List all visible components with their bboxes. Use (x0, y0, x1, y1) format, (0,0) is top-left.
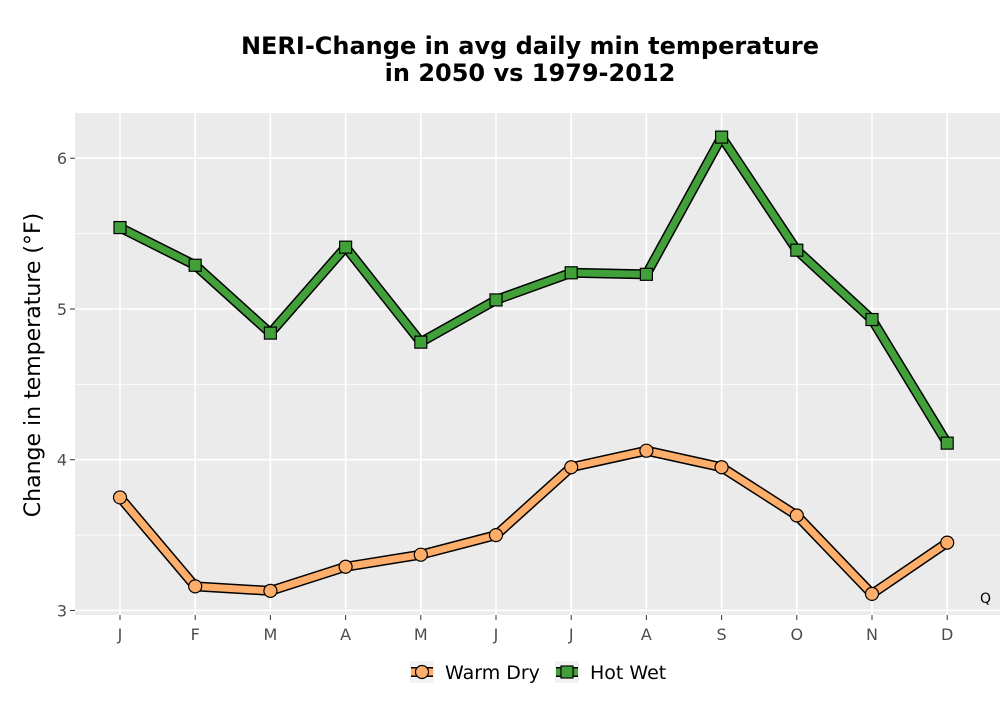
data-point-circle (714, 460, 729, 475)
corner-note: Q (980, 591, 991, 607)
data-point-square (263, 326, 277, 340)
data-point-square (940, 436, 954, 450)
chart-title-line-1: NERI-Change in avg daily min temperature (241, 32, 819, 60)
legend: Warm Dry Hot Wet (410, 661, 666, 684)
x-tick-label: N (866, 625, 878, 644)
y-tick-label: 5 (57, 300, 67, 319)
axis-layer: 3 4 5 6 J F M A M J J A S O N D (57, 149, 954, 644)
legend-key-circle (414, 664, 430, 680)
legend-key-square (560, 665, 574, 679)
legend-label: Warm Dry (445, 662, 540, 684)
series-hot-wet (113, 130, 954, 450)
x-tick-label: M (414, 625, 428, 644)
data-point-circle (112, 490, 128, 505)
plot-panel (75, 113, 1000, 615)
legend-label: Hot Wet (590, 662, 666, 684)
series-layer (112, 130, 955, 601)
grid-layer (75, 113, 1000, 615)
x-tick-label: O (791, 625, 804, 644)
x-tick-label: M (263, 625, 277, 644)
data-point-circle (639, 443, 654, 458)
data-point-square (113, 220, 127, 235)
y-tick-label: 4 (57, 451, 67, 470)
y-axis-label: Change in temperature (°F) (21, 213, 46, 517)
x-tick-label: D (941, 625, 953, 644)
data-point-square (564, 266, 578, 280)
data-point-circle (338, 559, 353, 574)
data-point-square (339, 240, 353, 254)
series-line (116, 447, 951, 598)
data-point-square (489, 293, 503, 307)
data-point-circle (864, 586, 880, 601)
data-point-circle (789, 508, 804, 523)
series-line (116, 133, 951, 447)
data-point-square (865, 312, 879, 327)
series-warm-dry (112, 443, 955, 601)
x-tick-label: A (641, 625, 652, 644)
legend-item: Warm Dry (410, 661, 540, 684)
y-tick-label: 3 (57, 601, 67, 620)
legend-item: Hot Wet (555, 661, 666, 684)
data-point-square (188, 258, 202, 272)
chart-title-line-2: in 2050 vs 1979-2012 (385, 59, 676, 87)
x-tick-label: F (191, 625, 200, 644)
data-point-circle (413, 547, 428, 562)
y-tick-label: 6 (57, 149, 67, 168)
data-point-square (414, 335, 428, 349)
data-point-circle (488, 528, 504, 543)
data-point-square (790, 243, 804, 257)
data-point-square (714, 130, 729, 144)
data-point-circle (188, 579, 203, 594)
data-point-circle (564, 460, 579, 475)
data-point-circle (940, 535, 955, 550)
x-tick-label: J (117, 625, 123, 644)
x-tick-label: J (493, 625, 499, 644)
x-tick-label: A (340, 625, 351, 644)
x-tick-label: S (717, 625, 727, 644)
data-point-square (639, 267, 654, 281)
x-tick-label: J (568, 625, 574, 644)
data-point-circle (263, 583, 278, 598)
